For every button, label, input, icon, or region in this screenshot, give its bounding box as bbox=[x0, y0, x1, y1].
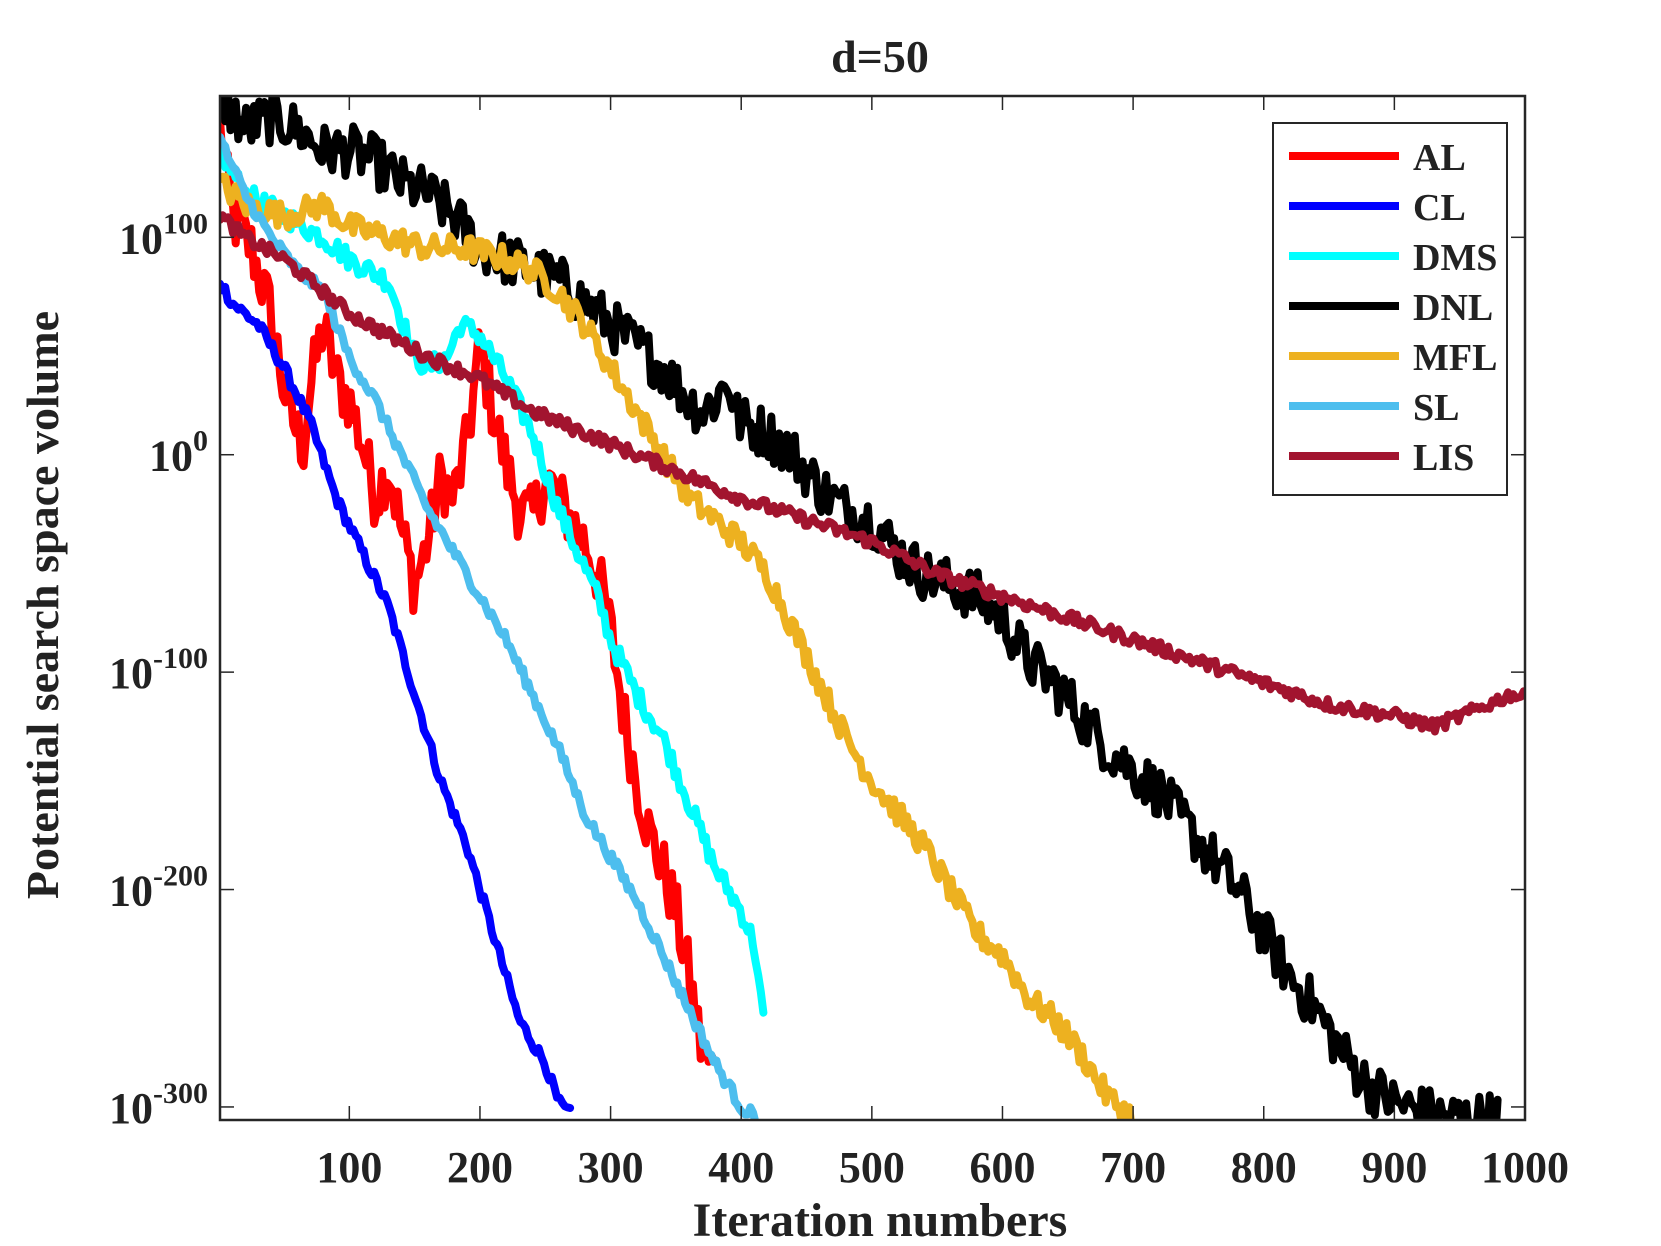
x-tick-label: 300 bbox=[578, 1143, 644, 1192]
x-tick-label: 500 bbox=[839, 1143, 905, 1192]
x-tick-label: 700 bbox=[1100, 1143, 1166, 1192]
x-tick-label: 100 bbox=[316, 1143, 382, 1192]
plot-frame bbox=[218, 94, 1527, 1122]
axis-ticks: 100 200 300 400 500 600 700 800 900 1000101001001… bbox=[109, 96, 1569, 1192]
series-line-al bbox=[220, 114, 718, 1066]
y-tick-exponent: 0 bbox=[193, 425, 208, 458]
x-tick-label: 900 bbox=[1361, 1143, 1427, 1192]
y-tick-base: 10 bbox=[119, 214, 163, 263]
x-tick-label: 400 bbox=[708, 1143, 774, 1192]
legend-label-sl: SL bbox=[1413, 387, 1459, 429]
x-tick-label: 200 bbox=[447, 1143, 513, 1192]
y-tick-exponent: -200 bbox=[153, 860, 208, 893]
legend-label-mfl: MFL bbox=[1413, 337, 1497, 379]
series-line-lis bbox=[220, 211, 1525, 736]
y-tick-label: 10-300 bbox=[109, 1077, 208, 1133]
y-tick-exponent: -300 bbox=[153, 1077, 208, 1110]
y-tick-base: 10 bbox=[109, 649, 153, 698]
series-layer bbox=[220, 96, 1525, 1120]
series-line-dms bbox=[220, 143, 768, 1017]
y-tick-exponent: 100 bbox=[163, 207, 208, 240]
y-tick-exponent: -100 bbox=[153, 642, 208, 675]
x-tick-label: 600 bbox=[969, 1143, 1035, 1192]
series-line-mfl bbox=[220, 172, 1135, 1120]
series-line-cl bbox=[220, 279, 575, 1112]
legend-label-lis: LIS bbox=[1413, 437, 1474, 479]
y-tick-label: 10-100 bbox=[109, 642, 208, 698]
legend-label-al: AL bbox=[1413, 137, 1466, 179]
chart-title: d=50 bbox=[831, 31, 929, 82]
y-tick-base: 10 bbox=[149, 432, 193, 481]
y-tick-base: 10 bbox=[109, 1084, 153, 1133]
y-tick-label: 10100 bbox=[119, 207, 208, 263]
y-tick-label: 10-200 bbox=[109, 860, 208, 916]
y-tick-label: 100 bbox=[149, 425, 208, 481]
x-tick-label: 800 bbox=[1231, 1143, 1297, 1192]
legend-label-cl: CL bbox=[1413, 187, 1466, 229]
legend-label-dms: DMS bbox=[1413, 237, 1497, 279]
y-axis-label: Potential search space volume bbox=[17, 311, 68, 899]
y-tick-base: 10 bbox=[109, 867, 153, 916]
legend: AL CL DMS DNL MFL SL LIS bbox=[1272, 122, 1508, 496]
x-tick-label: 1000 bbox=[1481, 1143, 1569, 1192]
legend-label-dnl: DNL bbox=[1413, 287, 1493, 329]
x-axis-label: Iteration numbers bbox=[693, 1194, 1068, 1246]
